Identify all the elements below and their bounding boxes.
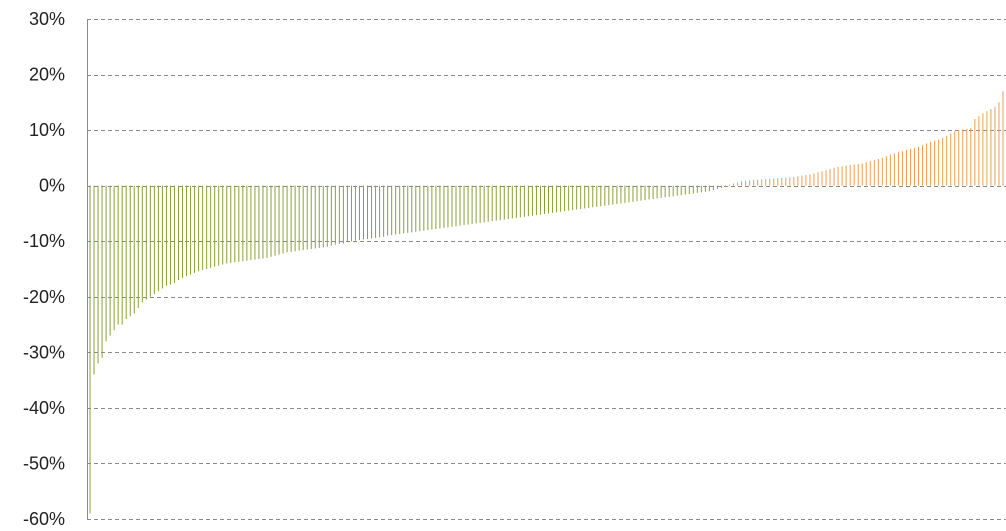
y-tick-label: -40% — [23, 398, 65, 418]
y-tick-label: -10% — [23, 231, 65, 251]
bar-series — [89, 91, 1004, 514]
y-tick-label: 10% — [29, 120, 65, 140]
y-tick-label: -30% — [23, 342, 65, 362]
y-tick-label: -60% — [23, 509, 65, 529]
y-tick-labels: 30% 20% 10% 0% -10% -20% -30% -40% -50% -60% — [23, 9, 65, 529]
y-tick-label: 30% — [29, 9, 65, 29]
y-tick-label: 0% — [39, 176, 65, 196]
y-tick-label: -20% — [23, 287, 65, 307]
grid-lines — [87, 19, 1006, 520]
y-tick-label: 20% — [29, 65, 65, 85]
y-tick-label: -50% — [23, 453, 65, 473]
